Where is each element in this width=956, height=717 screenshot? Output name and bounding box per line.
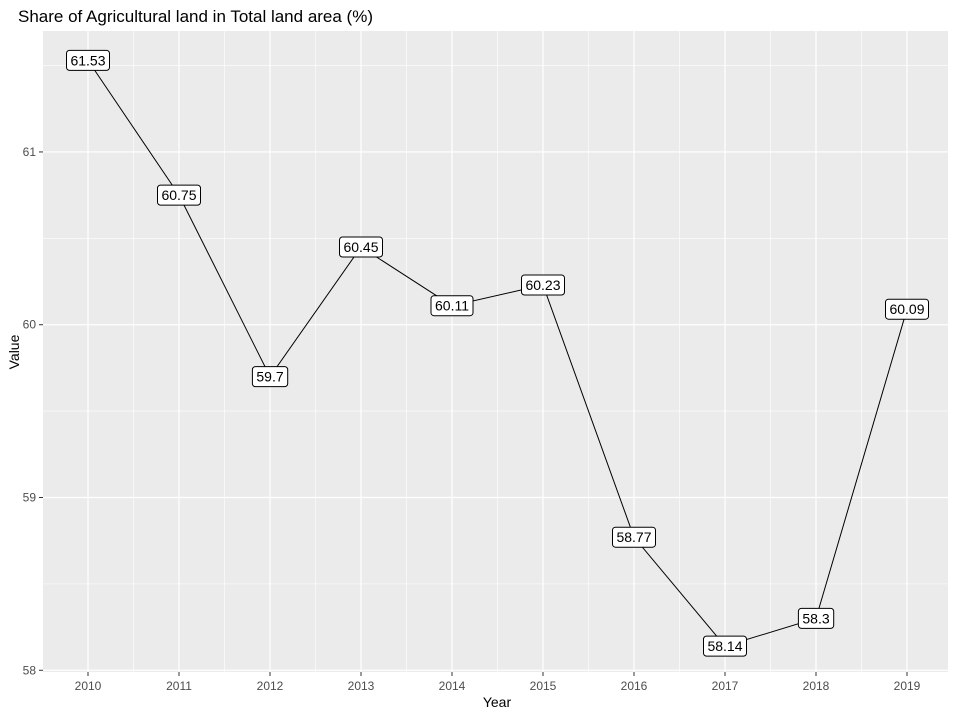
series-line xyxy=(87,60,908,647)
x-tick-label: 2014 xyxy=(439,679,466,693)
minor-gridlines xyxy=(43,31,948,672)
y-axis-title: Value xyxy=(6,334,22,369)
x-tick-label: 2010 xyxy=(75,679,102,693)
data-label-text: 59.7 xyxy=(256,369,283,385)
data-label-text: 60.75 xyxy=(161,187,196,203)
data-label-box xyxy=(157,184,201,206)
y-tick-label: 58 xyxy=(23,663,37,677)
data-label-text: 60.11 xyxy=(435,298,469,314)
data-label-text: 58.77 xyxy=(616,529,651,545)
y-tick-label: 61 xyxy=(23,145,37,159)
x-tick-label: 2013 xyxy=(348,679,375,693)
data-label-text: 60.09 xyxy=(889,301,924,317)
data-label-text: 58.3 xyxy=(802,610,829,626)
data-label-box xyxy=(339,236,383,258)
data-label: 60.23 xyxy=(521,274,565,296)
chart-title: Share of Agricultural land in Total land… xyxy=(18,7,373,26)
x-axis-ticks: 2010 2011 2012 2013 2014 2015 2016 2017 2018 2019 xyxy=(75,672,921,693)
data-label: 58.77 xyxy=(612,526,656,548)
y-axis-ticks: 58 59 60 61 xyxy=(23,145,43,677)
data-label: 60.75 xyxy=(157,184,201,206)
data-label: 59.7 xyxy=(251,366,289,388)
data-label: 60.11 xyxy=(430,295,474,317)
data-labels: 61.53 60.75 59.7 60.45 60.11 60.23 58.77 58.14 5… xyxy=(66,49,929,657)
x-tick-label: 2012 xyxy=(257,679,284,693)
data-label-box xyxy=(703,635,747,657)
data-label-text: 58.14 xyxy=(707,638,742,654)
data-label: 60.09 xyxy=(885,298,929,320)
x-tick-label: 2019 xyxy=(894,679,921,693)
data-label: 60.45 xyxy=(339,236,383,258)
x-axis-title: Year xyxy=(483,694,512,710)
y-tick-label: 59 xyxy=(23,490,37,504)
data-label-box xyxy=(797,607,835,629)
x-tick-label: 2015 xyxy=(530,679,557,693)
data-label: 61.53 xyxy=(66,49,110,71)
data-label: 58.3 xyxy=(797,607,835,629)
major-gridlines xyxy=(43,31,948,672)
data-label-box xyxy=(885,298,929,320)
data-label: 58.14 xyxy=(703,635,747,657)
data-label-box xyxy=(521,274,565,296)
x-tick-label: 2017 xyxy=(712,679,739,693)
x-tick-label: 2016 xyxy=(621,679,648,693)
y-tick-label: 60 xyxy=(23,318,37,332)
data-label-box xyxy=(251,366,289,388)
data-label-text: 60.23 xyxy=(525,277,560,293)
x-tick-label: 2011 xyxy=(166,679,192,693)
data-label-text: 60.45 xyxy=(343,239,378,255)
data-label-box xyxy=(612,526,656,548)
x-tick-label: 2018 xyxy=(803,679,830,693)
data-label-text: 61.53 xyxy=(70,52,105,68)
plot-panel xyxy=(43,31,948,672)
data-label-box xyxy=(66,49,110,71)
data-label-box xyxy=(430,295,474,317)
